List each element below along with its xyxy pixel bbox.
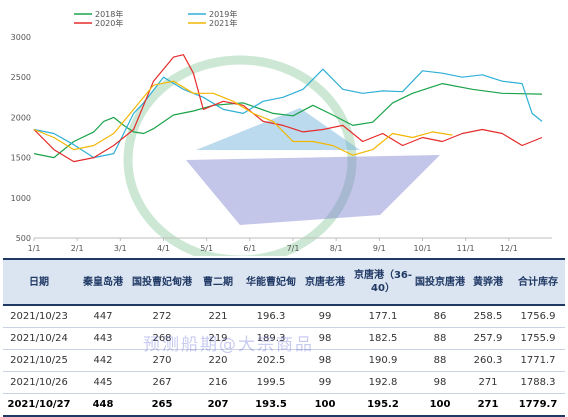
table-cell: 220 — [193, 349, 243, 372]
table-cell: 268 — [131, 327, 193, 350]
table-cell: 196.3 — [243, 305, 299, 328]
table-cell: 2021/10/26 — [3, 371, 75, 394]
header-guotou-caofeidian: 国投曹妃甸港 — [131, 258, 193, 306]
table-cell: 265 — [131, 393, 193, 417]
table-cell: 2021/10/24 — [3, 327, 75, 350]
table-cell: 257.9 — [465, 327, 511, 350]
table-cell: 199.5 — [243, 371, 299, 394]
table-cell: 100 — [415, 393, 465, 417]
table-cell: 443 — [75, 327, 131, 350]
header-jingtang-36-40: 京唐港（36-40） — [351, 258, 415, 306]
header-total: 合计库存 — [511, 258, 565, 306]
table-cell: 216 — [193, 371, 243, 394]
header-date: 日期 — [3, 258, 75, 306]
table-cell: 258.5 — [465, 305, 511, 328]
x-tick-label: 11/1 — [457, 244, 475, 253]
inventory-table: 日期 秦皇岛港 国投曹妃甸港 曹二期 华能曹妃甸 京唐老港 京唐港（36-40）… — [3, 258, 565, 417]
table-cell: 193.5 — [243, 393, 299, 417]
table-row: 2021/10/24 443 268 219 189.3 98 182.5 88 257.9 17… — [3, 327, 565, 350]
y-tick-label: 1500 — [11, 154, 31, 163]
table-cell: 260.3 — [465, 349, 511, 372]
inventory-table-container: 日期 秦皇岛港 国投曹妃甸港 曹二期 华能曹妃甸 京唐老港 京唐港（36-40）… — [3, 258, 565, 417]
x-tick-label: 1/1 — [28, 244, 41, 253]
table-cell: 2021/10/23 — [3, 305, 75, 328]
header-cao-erqi: 曹二期 — [193, 258, 243, 306]
header-jingtang-old: 京唐老港 — [299, 258, 351, 306]
table-cell: 2021/10/27 — [3, 393, 75, 417]
table-header-row: 日期 秦皇岛港 国投曹妃甸港 曹二期 华能曹妃甸 京唐老港 京唐港（36-40）… — [3, 258, 565, 306]
legend-label-2018: 2018年 — [95, 9, 123, 19]
legend-label-2021: 2021年 — [209, 18, 237, 28]
table-cell: 98 — [415, 371, 465, 394]
table-cell: 177.1 — [351, 305, 415, 328]
table-cell: 267 — [131, 371, 193, 394]
table-cell: 1756.9 — [511, 305, 565, 328]
table-cell: 99 — [299, 305, 351, 328]
table-cell: 270 — [131, 349, 193, 372]
table-cell: 271 — [465, 371, 511, 394]
x-tick-label: 4/1 — [157, 244, 170, 253]
series-line-2020 — [33, 54, 543, 163]
table-cell: 1771.7 — [511, 349, 565, 372]
y-tick-label: 1000 — [11, 194, 31, 203]
table-cell: 221 — [193, 305, 243, 328]
table-cell: 86 — [415, 305, 465, 328]
header-qinhuangdao: 秦皇岛港 — [75, 258, 131, 306]
table-cell: 271 — [465, 393, 511, 417]
x-tick-label: 10/1 — [414, 244, 432, 253]
x-tick-label: 3/1 — [114, 244, 127, 253]
y-tick-label: 500 — [16, 234, 31, 243]
table-cell: 190.9 — [351, 349, 415, 372]
table-cell: 98 — [299, 327, 351, 350]
x-tick-label: 12/1 — [500, 244, 518, 253]
line-chart: 1/1 2/1 3/1 4/1 5/1 6/1 7/1 8/1 9/1 10/1 11/1 12/1 5… — [11, 9, 552, 256]
x-tick-label: 2/1 — [71, 244, 84, 253]
table-row: 2021/10/23 447 272 221 196.3 99 177.1 86 258.5 17… — [3, 305, 565, 328]
x-tick-label: 7/1 — [287, 244, 300, 253]
table-cell: 189.3 — [243, 327, 299, 350]
x-tick-label: 8/1 — [330, 244, 343, 253]
table-cell: 182.5 — [351, 327, 415, 350]
header-huaneng-caofeidian: 华能曹妃甸 — [243, 258, 299, 306]
table-cell: 192.8 — [351, 371, 415, 394]
table-cell: 272 — [131, 305, 193, 328]
watermark-logo — [123, 55, 440, 256]
header-guotou-jingtang: 国投京唐港 — [415, 258, 465, 306]
table-cell: 219 — [193, 327, 243, 350]
table-cell: 1755.9 — [511, 327, 565, 350]
series-line-2021 — [33, 80, 453, 156]
table-cell: 99 — [299, 371, 351, 394]
chart-legend: 2018年 2019年 2020年 2021年 — [74, 9, 237, 28]
table-cell: 1788.3 — [511, 371, 565, 394]
table-cell: 98 — [299, 349, 351, 372]
series-line-2018 — [33, 82, 543, 159]
y-tick-label: 2500 — [11, 73, 31, 82]
table-cell: 448 — [75, 393, 131, 417]
table-cell: 195.2 — [351, 393, 415, 417]
table-cell: 100 — [299, 393, 351, 417]
legend-label-2019: 2019年 — [209, 9, 237, 19]
y-tick-label: 2000 — [11, 113, 31, 122]
table-cell: 207 — [193, 393, 243, 417]
x-tick-label: 5/1 — [200, 244, 213, 253]
chart-svg: 1/1 2/1 3/1 4/1 5/1 6/1 7/1 8/1 9/1 10/1 11/1 12/1 5… — [11, 9, 552, 256]
table-cell: 88 — [415, 349, 465, 372]
table-cell: 1779.7 — [511, 393, 565, 417]
table-cell: 2021/10/25 — [3, 349, 75, 372]
table-row: 2021/10/27 448 265 207 193.5 100 195.2 100 271 17… — [3, 393, 565, 417]
table-cell: 88 — [415, 327, 465, 350]
y-tick-label: 3000 — [11, 33, 31, 42]
table-cell: 442 — [75, 349, 131, 372]
table-cell: 447 — [75, 305, 131, 328]
table-row: 2021/10/26 445 267 216 199.5 99 192.8 98 271 1788… — [3, 371, 565, 394]
table-row: 2021/10/25 442 270 220 202.5 98 190.9 88 260.3 17… — [3, 349, 565, 372]
x-tick-label: 6/1 — [243, 244, 256, 253]
x-tick-label: 9/1 — [373, 244, 386, 253]
table-cell: 445 — [75, 371, 131, 394]
legend-label-2020: 2020年 — [95, 18, 123, 28]
table-cell: 202.5 — [243, 349, 299, 372]
header-huanghua: 黄骅港 — [465, 258, 511, 306]
